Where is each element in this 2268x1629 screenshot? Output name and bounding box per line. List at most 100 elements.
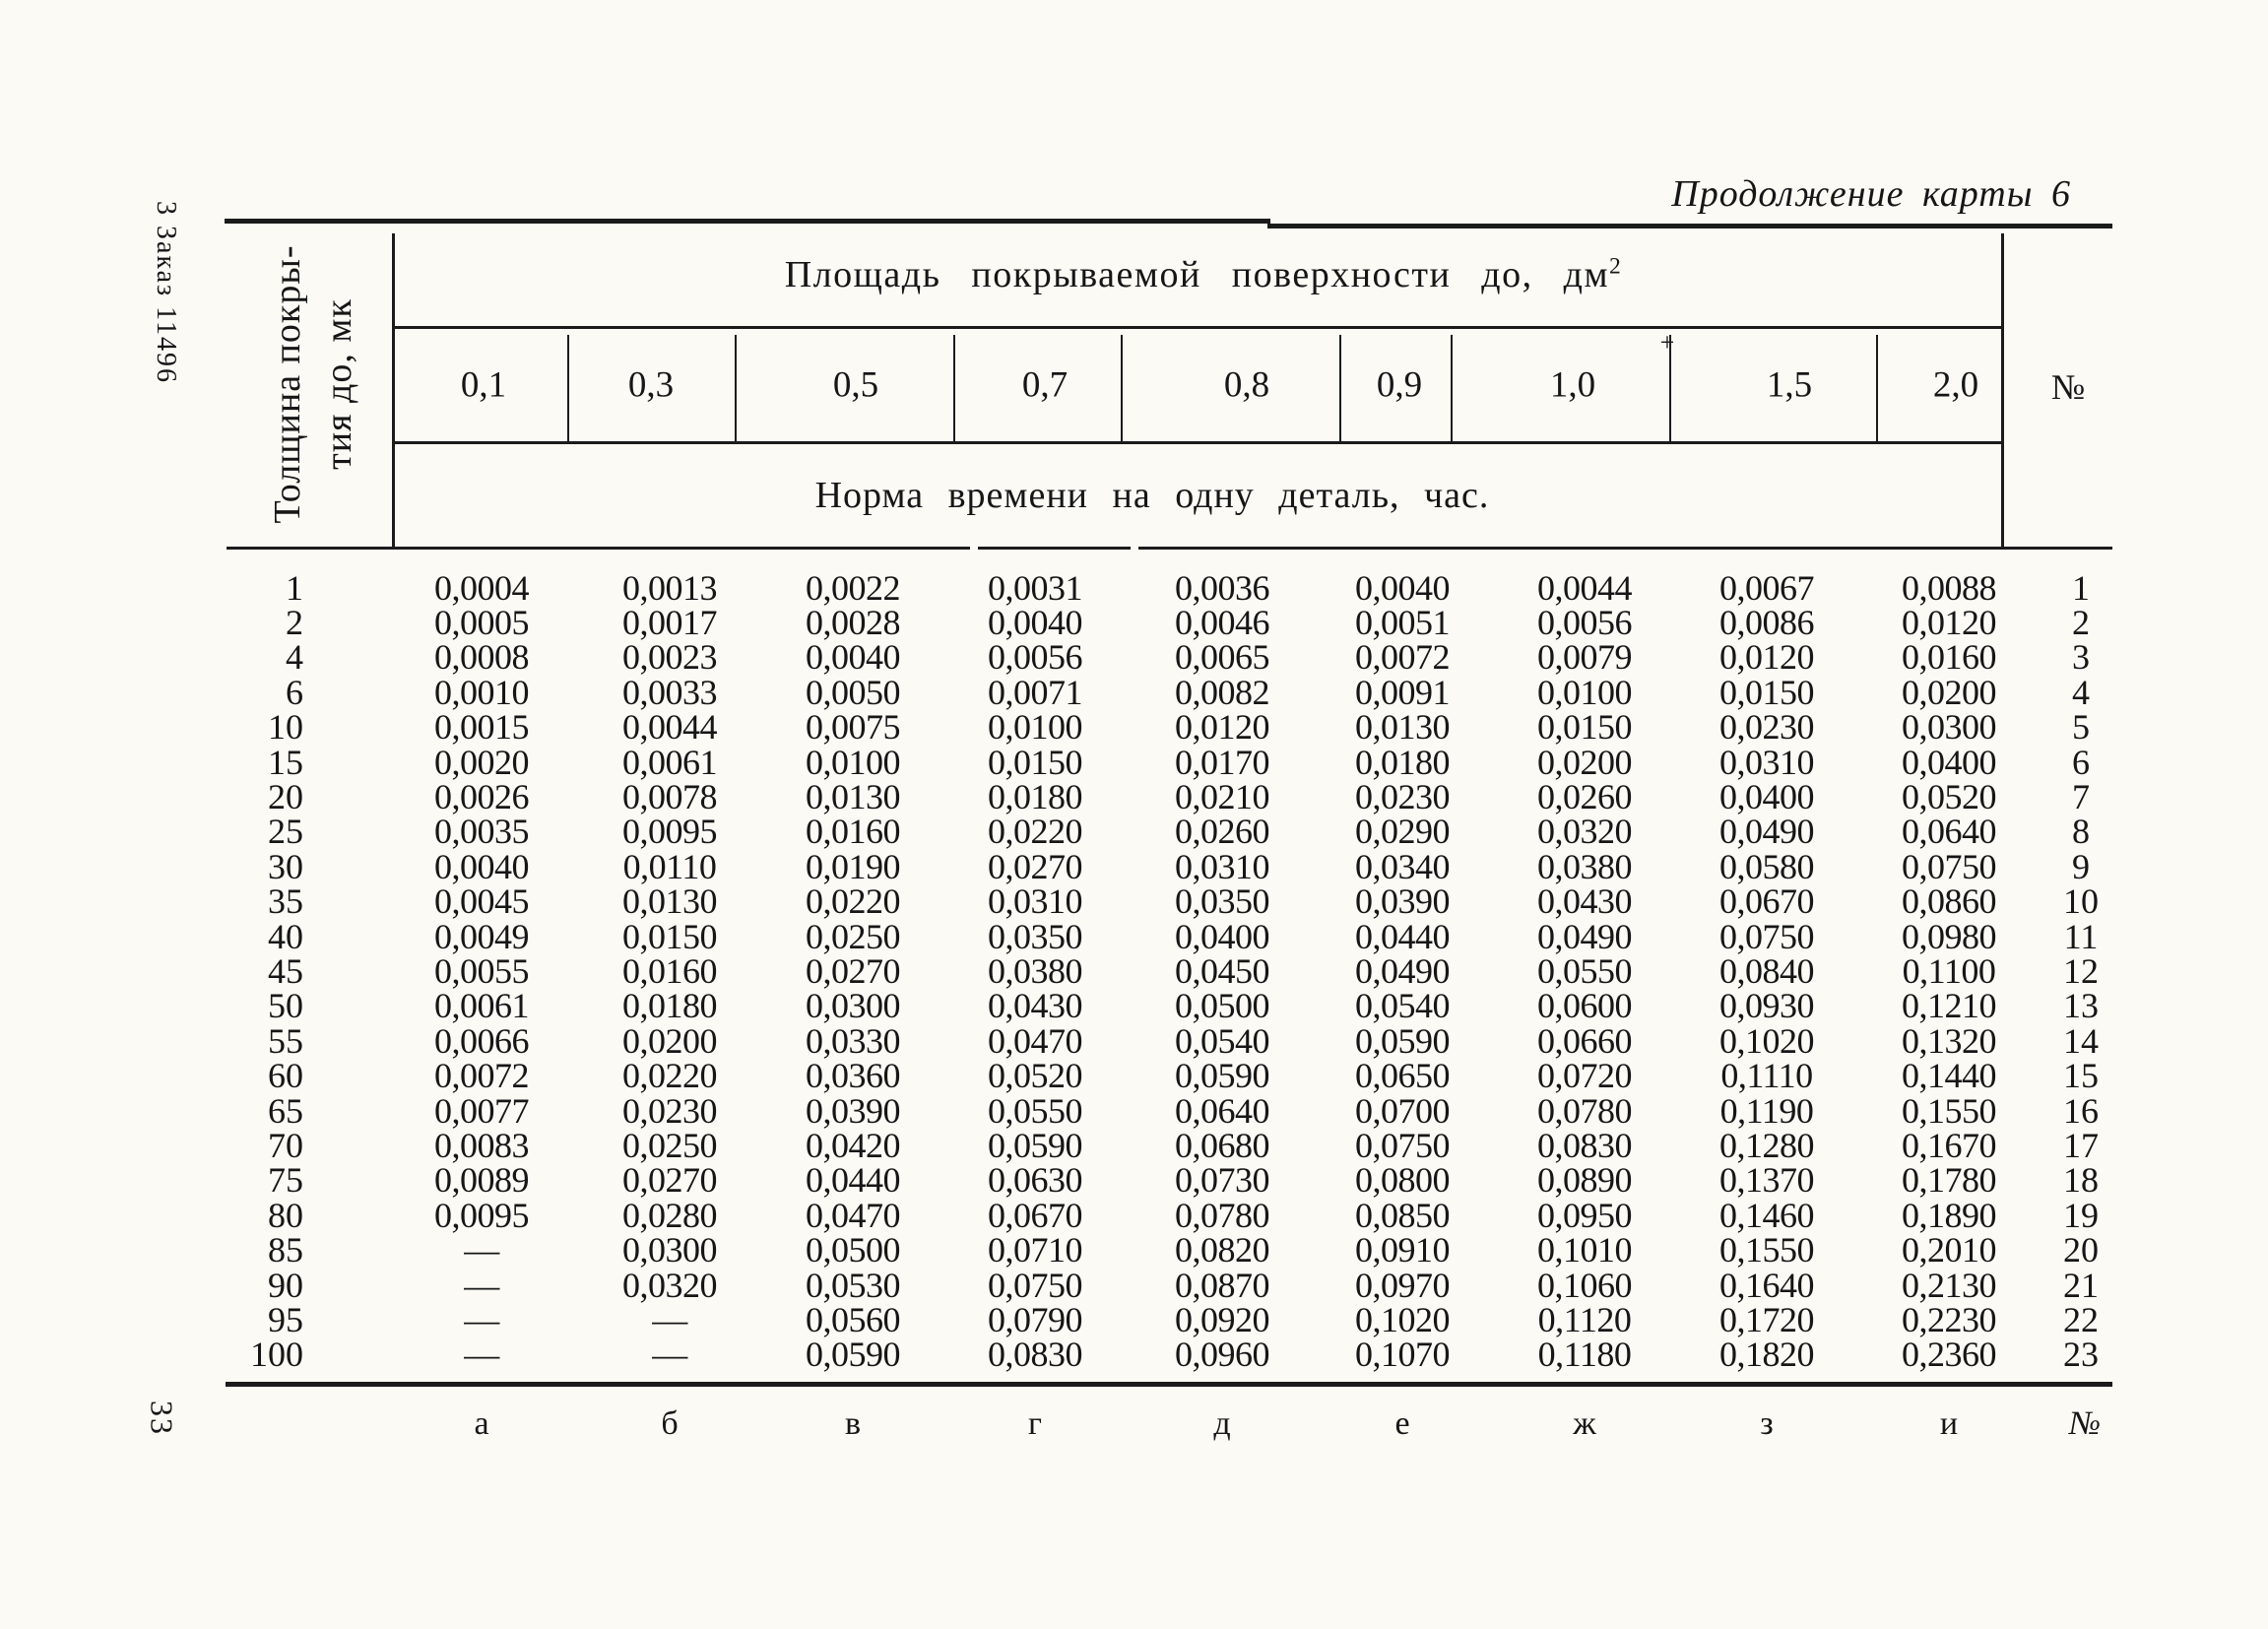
time-norm-value: 0,0430 xyxy=(1537,881,1633,922)
thickness-value: 50 xyxy=(268,986,303,1026)
time-norm-value: 0,2230 xyxy=(1902,1300,1997,1340)
footer-column-letter: з xyxy=(1760,1405,1774,1442)
time-norm-value: 0,0008 xyxy=(434,637,530,678)
time-norm-value: 0,1890 xyxy=(1902,1195,1997,1235)
time-norm-value: 0,1020 xyxy=(1719,1020,1815,1061)
row-number: 7 xyxy=(2072,777,2090,817)
header-rule xyxy=(394,441,2002,444)
time-norm-value: 0,0670 xyxy=(988,1195,1083,1235)
time-norm-value: 0,0820 xyxy=(1175,1230,1270,1271)
time-norm-value: 0,0180 xyxy=(1355,742,1451,782)
time-norm-value: 0,0067 xyxy=(1719,567,1815,608)
area-value: 0,9 xyxy=(1376,364,1423,406)
table-row: 35 0,0045 0,0130 0,0220 0,0310 0,0350 0,0390 0,… xyxy=(0,881,2268,921)
row-header-line1: Толщина покры- xyxy=(267,244,308,524)
time-norm-value: 0,0260 xyxy=(1537,777,1633,817)
time-norm-value: 0,0300 xyxy=(622,1230,718,1271)
time-norm-value: 0,0078 xyxy=(622,777,718,817)
footer-column-letter: г xyxy=(1028,1405,1042,1442)
time-norm-value: 0,0270 xyxy=(622,1160,718,1201)
thickness-value: 100 xyxy=(250,1335,303,1375)
time-norm-value: 0,0020 xyxy=(434,742,530,782)
time-norm-value: 0,0750 xyxy=(1355,1126,1451,1166)
area-cell-separator xyxy=(1451,335,1453,442)
time-norm-value: 0,0470 xyxy=(806,1195,901,1235)
time-norm-value: 0,0860 xyxy=(1902,881,1997,922)
time-norm-value: 0,1020 xyxy=(1355,1300,1451,1340)
thickness-value: 25 xyxy=(268,812,303,852)
time-norm-value: 0,1670 xyxy=(1902,1126,1997,1166)
time-norm-value: 0,0300 xyxy=(1902,707,1997,748)
time-norm-value: 0,1820 xyxy=(1719,1335,1815,1375)
time-norm-value: 0,0095 xyxy=(434,1195,530,1235)
thickness-value: 6 xyxy=(286,672,303,712)
time-norm-value: 0,0310 xyxy=(1175,846,1270,886)
time-norm-value: 0,0170 xyxy=(1175,742,1270,782)
time-norm-value: 0,0280 xyxy=(622,1195,718,1235)
area-value: 0,8 xyxy=(1223,364,1270,406)
footer-column-letter: б xyxy=(661,1405,679,1442)
time-norm-value: 0,0220 xyxy=(806,881,901,922)
time-norm-value: 0,0004 xyxy=(434,567,530,608)
row-number: 23 xyxy=(2063,1335,2099,1375)
time-norm-value: 0,0100 xyxy=(806,742,901,782)
time-norm-value: 0,1100 xyxy=(1902,951,1996,992)
time-norm-value: 0,0045 xyxy=(434,881,530,922)
time-norm-value: 0,0077 xyxy=(434,1090,530,1131)
time-norm-value: 0,1320 xyxy=(1902,1020,1997,1061)
time-norm-value: 0,0440 xyxy=(1355,916,1451,956)
row-number: 19 xyxy=(2063,1195,2099,1235)
time-norm-value: 0,0420 xyxy=(806,1126,901,1166)
time-norm-value: 0,1120 xyxy=(1537,1300,1632,1340)
row-number: 21 xyxy=(2063,1265,2099,1305)
area-value: 1,0 xyxy=(1549,364,1596,406)
time-norm-value: 0,0640 xyxy=(1175,1090,1270,1131)
time-norm-value: 0,0730 xyxy=(1175,1160,1270,1201)
time-norm-value: 0,0088 xyxy=(1902,567,1997,608)
time-norm-value: 0,1210 xyxy=(1902,986,1997,1026)
table-row: 65 0,0077 0,0230 0,0390 0,0550 0,0640 0,0700 0,… xyxy=(0,1091,2268,1131)
table-row: 90 — 0,0320 0,0530 0,0750 0,0870 0,0970 0,1060 0… xyxy=(0,1266,2268,1305)
table-top-rule xyxy=(225,219,1270,224)
table-row: 50 0,0061 0,0180 0,0300 0,0430 0,0500 0,0540 0,… xyxy=(0,986,2268,1025)
time-norm-value: 0,0400 xyxy=(1719,777,1815,817)
time-norm-value: 0,0590 xyxy=(988,1126,1083,1166)
time-norm-value: 0,0250 xyxy=(622,1126,718,1166)
time-norm-value: 0,0120 xyxy=(1175,707,1270,748)
time-norm-value: 0,0089 xyxy=(434,1160,530,1201)
time-norm-value: 0,0220 xyxy=(622,1056,718,1096)
time-norm-value: — xyxy=(652,1300,687,1340)
row-number: 11 xyxy=(2063,916,2099,956)
time-norm-value: 0,0400 xyxy=(1902,742,1997,782)
thickness-value: 70 xyxy=(268,1126,303,1166)
time-norm-value: 0,0540 xyxy=(1175,1020,1270,1061)
time-norm-value: 0,0580 xyxy=(1719,846,1815,886)
time-norm-value: 0,0270 xyxy=(988,846,1083,886)
time-norm-value: 0,0670 xyxy=(1719,881,1815,922)
row-number: 6 xyxy=(2072,742,2090,782)
time-norm-value: 0,0630 xyxy=(988,1160,1083,1201)
time-norm-value: 0,0051 xyxy=(1355,603,1451,643)
time-norm-value: 0,1280 xyxy=(1719,1126,1815,1166)
time-norm-value: 0,0130 xyxy=(806,777,901,817)
norm-header: Норма времени на одну деталь, час. xyxy=(814,475,1490,516)
time-norm-value: 0,0190 xyxy=(806,846,901,886)
time-norm-value: 0,0071 xyxy=(988,672,1083,712)
time-norm-value: 0,1460 xyxy=(1719,1195,1815,1235)
time-norm-value: 0,0040 xyxy=(988,603,1083,643)
row-number: 18 xyxy=(2063,1160,2099,1201)
time-norm-value: 0,0350 xyxy=(988,916,1083,956)
table-row: 15 0,0020 0,0061 0,0100 0,0150 0,0170 0,0180 0,… xyxy=(0,743,2268,782)
time-norm-value: 0,0970 xyxy=(1355,1265,1451,1305)
time-norm-value: 0,0440 xyxy=(806,1160,901,1201)
time-norm-value: 0,0790 xyxy=(988,1300,1083,1340)
time-norm-value: 0,0022 xyxy=(806,567,901,608)
thickness-value: 20 xyxy=(268,777,303,817)
time-norm-value: 0,0980 xyxy=(1902,916,1997,956)
time-norm-value: 0,0750 xyxy=(1719,916,1815,956)
footer-column-letter: и xyxy=(1939,1405,1959,1442)
time-norm-value: 0,0075 xyxy=(806,707,901,748)
time-norm-value: 0,0830 xyxy=(988,1335,1083,1375)
time-norm-value: 0,0470 xyxy=(988,1020,1083,1061)
